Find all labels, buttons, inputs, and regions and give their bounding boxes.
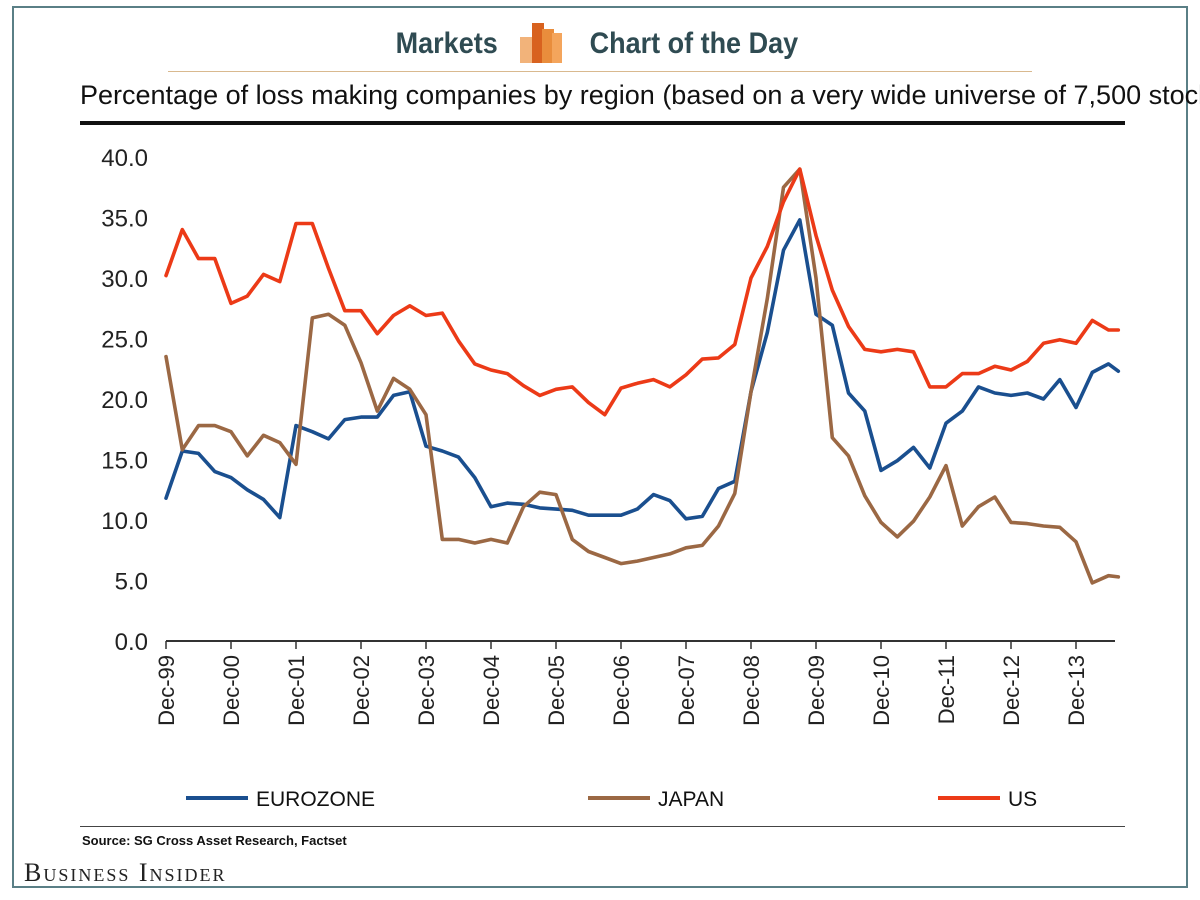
legend-label-japan: JAPAN <box>658 788 724 811</box>
y-tick-label: 5.0 <box>115 569 148 596</box>
y-tick-label: 40.0 <box>101 145 148 172</box>
header-divider <box>168 71 1032 72</box>
y-tick-label: 20.0 <box>101 387 148 414</box>
y-axis-ticks: 0.0 5.0 10.0 15.0 20.0 25.0 30.0 35.0 40.0 <box>101 145 148 656</box>
page-frame <box>12 6 1188 888</box>
legend: EUROZONE JAPAN US <box>186 788 1037 811</box>
series-line-japan <box>164 167 1121 585</box>
x-tick-label: Dec-04 <box>479 655 504 726</box>
x-tick-label: Dec-13 <box>1064 655 1089 726</box>
bar-chart-logo-icon <box>518 21 564 68</box>
x-tick-label: Dec-06 <box>609 655 634 726</box>
y-tick-label: 35.0 <box>101 206 148 233</box>
y-tick-label: 30.0 <box>101 266 148 293</box>
x-tick-label: Dec-09 <box>804 655 829 726</box>
x-tick-label: Dec-10 <box>869 655 894 726</box>
legend-label-eurozone: EUROZONE <box>256 788 375 811</box>
header: Markets Chart of the Day <box>0 18 1200 70</box>
x-tick-label: Dec-11 <box>934 655 959 724</box>
y-tick-label: 15.0 <box>101 448 148 475</box>
x-tick-label: Dec-08 <box>739 655 764 726</box>
header-markets-label: Markets <box>396 27 499 60</box>
x-tick-label: Dec-07 <box>674 655 699 726</box>
y-tick-label: 10.0 <box>101 508 148 535</box>
header-chart-of-the-day-label: Chart of the Day <box>589 27 798 60</box>
series-line-us <box>164 167 1121 417</box>
x-tick-label: Dec-12 <box>999 655 1024 726</box>
series-line-eurozone <box>164 218 1121 521</box>
x-tick-label: Dec-03 <box>414 655 439 726</box>
x-tick-label: Dec-01 <box>284 655 309 726</box>
source-divider <box>80 826 1125 827</box>
y-tick-label: 0.0 <box>115 629 148 656</box>
x-axis-ticks: Dec-99 Dec-00 Dec-01 Dec-02 Dec-03 Dec-04 Dec-… <box>154 641 1089 726</box>
source-note: Source: SG Cross Asset Research, Factset <box>82 833 347 848</box>
series-lines <box>164 167 1121 585</box>
legend-label-us: US <box>1008 788 1037 811</box>
y-tick-label: 25.0 <box>101 327 148 354</box>
x-tick-label: Dec-02 <box>349 655 374 726</box>
title-divider <box>80 121 1125 125</box>
x-tick-label: Dec-99 <box>154 655 179 726</box>
x-tick-label: Dec-00 <box>219 655 244 726</box>
business-insider-logo: Business Insider <box>24 858 227 887</box>
x-tick-label: Dec-05 <box>544 655 569 726</box>
chart-title: Percentage of loss making companies by r… <box>80 80 1200 110</box>
